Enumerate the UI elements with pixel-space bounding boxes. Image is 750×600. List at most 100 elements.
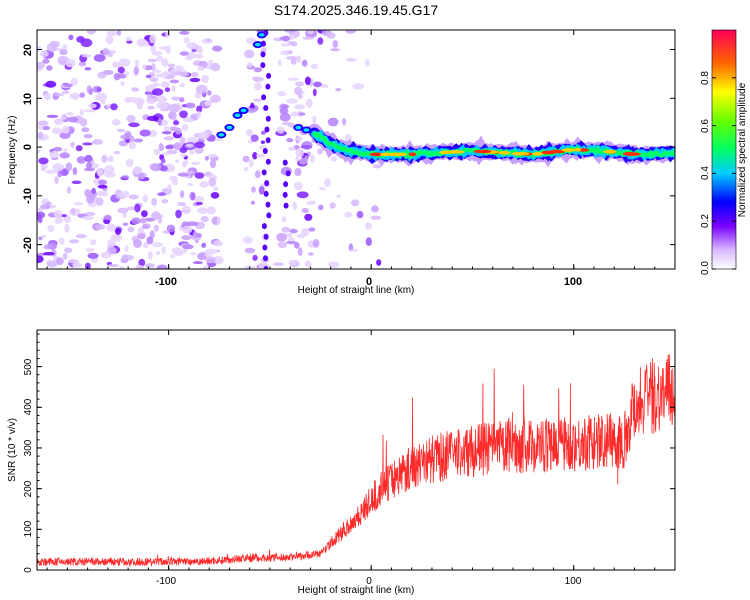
top-y-tick-label: -20 (22, 237, 34, 253)
signal-segment-core (226, 125, 233, 130)
noise-blob (305, 98, 313, 108)
noise-blob (43, 92, 52, 101)
noise-blob (284, 30, 296, 33)
noise-blob (207, 90, 212, 96)
noise-blob (252, 254, 258, 261)
noise-blob (365, 237, 372, 247)
noise-blob (106, 223, 117, 232)
noise-blob (356, 210, 364, 219)
noise-blob (279, 107, 289, 115)
noise-blob (189, 252, 197, 256)
noise-streak (266, 212, 272, 219)
noise-blob (46, 65, 53, 71)
noise-blob (287, 50, 293, 54)
noise-blob (171, 96, 181, 101)
noise-blob (79, 92, 86, 98)
noise-blob (153, 224, 159, 232)
top-y-tick-label: -10 (22, 188, 34, 204)
noise-blob (301, 59, 308, 67)
noise-blob (179, 30, 190, 35)
noise-streak (264, 180, 270, 187)
noise-blob (175, 209, 182, 219)
noise-blob (247, 107, 256, 114)
bottom-x-tick-label: -100 (156, 576, 176, 587)
noise-blob (105, 35, 114, 45)
noise-blob (287, 122, 296, 128)
noise-blob (279, 36, 291, 41)
noise-blob (131, 87, 140, 92)
noise-blob (107, 52, 113, 57)
signal-segment-core (234, 113, 241, 118)
noise-blob (71, 180, 82, 185)
noise-blob (179, 136, 186, 145)
noise-blob (312, 88, 317, 97)
noise-blob (155, 95, 167, 102)
noise-blob (84, 154, 93, 163)
noise-blob (296, 55, 302, 63)
noise-blob (134, 203, 141, 213)
spectrogram-noise (37, 30, 382, 269)
noise-blob (197, 207, 209, 215)
signal-hotspot (511, 151, 530, 156)
noise-blob (47, 260, 58, 268)
noise-blob (201, 38, 213, 44)
noise-blob (37, 61, 46, 69)
noise-blob (116, 30, 122, 36)
spectrogram-signal-track (216, 30, 675, 269)
noise-blob (209, 159, 217, 169)
snr-series-line (37, 353, 675, 568)
noise-blob (163, 136, 174, 141)
noise-blob (185, 102, 196, 109)
noise-blob (75, 234, 87, 239)
noise-blob (45, 80, 57, 88)
noise-blob (157, 192, 167, 197)
noise-blob (327, 117, 339, 127)
noise-blob (61, 214, 67, 218)
bottom-x-tick-label: 100 (565, 576, 582, 587)
noise-blob (72, 261, 79, 268)
noise-blob (277, 241, 287, 249)
colorbar-tick-label: 0.2 (700, 214, 711, 228)
noise-blob (43, 251, 55, 256)
noise-blob (96, 167, 103, 177)
noise-blob (83, 134, 93, 139)
noise-blob (195, 201, 203, 206)
noise-blob (150, 44, 156, 53)
noise-blob (143, 241, 149, 249)
noise-blob (205, 256, 216, 264)
noise-blob (204, 252, 212, 258)
noise-blob (140, 217, 147, 224)
noise-blob (376, 259, 382, 266)
noise-blob (152, 242, 163, 248)
noise-blob (187, 182, 194, 187)
noise-blob (167, 73, 175, 79)
top-y-tick-label: 20 (22, 44, 34, 56)
noise-blob (203, 265, 210, 269)
noise-blob (281, 216, 287, 223)
noise-blob (276, 232, 287, 242)
noise-streak (283, 181, 289, 188)
noise-blob (304, 260, 312, 267)
noise-blob (342, 118, 347, 126)
noise-blob (182, 225, 193, 234)
colorbar-tick-label: 0.8 (700, 71, 711, 85)
noise-blob (242, 155, 250, 163)
noise-blob (210, 94, 221, 103)
noise-blob (302, 36, 314, 40)
noise-blob (88, 103, 97, 109)
noise-blob (185, 143, 194, 148)
noise-blob (295, 156, 300, 162)
noise-blob (132, 166, 142, 175)
noise-blob (102, 47, 110, 55)
noise-blob (125, 36, 132, 41)
noise-streak (285, 170, 291, 177)
noise-blob (308, 227, 316, 232)
noise-blob (135, 264, 144, 269)
noise-blob (54, 219, 60, 225)
noise-blob (59, 132, 71, 139)
noise-blob (179, 82, 185, 88)
noise-blob (40, 163, 48, 169)
noise-blob (118, 140, 128, 147)
noise-blob (103, 214, 112, 221)
noise-blob (210, 62, 221, 72)
